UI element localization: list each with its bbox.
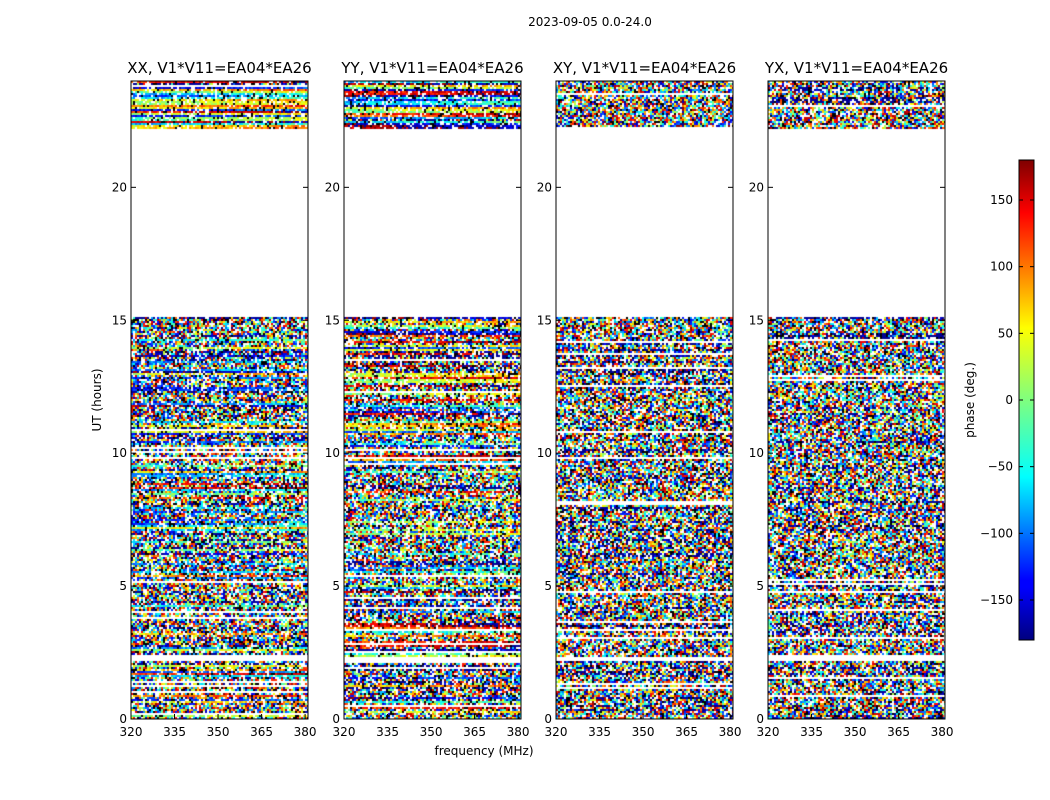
y-tick-label: 15 bbox=[749, 313, 764, 327]
y-tick-label: 20 bbox=[537, 180, 552, 194]
colorbar-tick-label: 100 bbox=[990, 260, 1013, 274]
y-tick-label: 10 bbox=[749, 446, 764, 460]
panel-frame bbox=[767, 80, 946, 720]
x-tick-label: 380 bbox=[931, 725, 954, 739]
panel-2: YY, V1*V11=EA04*EA26 0 5 10 15 20 320 335 350 365… bbox=[325, 59, 530, 739]
y-tick-label: 15 bbox=[112, 313, 127, 327]
colorbar-tick-label: −150 bbox=[980, 593, 1013, 607]
x-tick-label: 335 bbox=[588, 725, 611, 739]
x-tick-label: 380 bbox=[719, 725, 742, 739]
y-tick-label: 0 bbox=[332, 712, 340, 726]
y-tick-label: 20 bbox=[112, 180, 127, 194]
y-tick-label: 0 bbox=[544, 712, 552, 726]
y-tick-label: 5 bbox=[544, 579, 552, 593]
y-tick-label: 0 bbox=[119, 712, 127, 726]
x-tick-label: 335 bbox=[800, 725, 823, 739]
x-tick-label: 335 bbox=[376, 725, 399, 739]
y-tick-label: 15 bbox=[325, 313, 340, 327]
panel-title: YX, V1*V11=EA04*EA26 bbox=[764, 59, 948, 77]
panels-group: XX, V1*V11=EA04*EA26 0 5 10 15 20 320 335 350 365… bbox=[112, 59, 954, 739]
x-tick-label: 380 bbox=[294, 725, 317, 739]
x-tick-label: 320 bbox=[545, 725, 568, 739]
y-tick-label: 10 bbox=[112, 446, 127, 460]
x-tick-label: 350 bbox=[420, 725, 443, 739]
x-tick-label: 365 bbox=[250, 725, 273, 739]
colorbar-tick-label: −50 bbox=[988, 460, 1013, 474]
colorbar-label: phase (deg.) bbox=[963, 362, 977, 438]
panel-frame bbox=[343, 80, 522, 720]
y-tick-label: 5 bbox=[332, 579, 340, 593]
y-tick-label: 15 bbox=[537, 313, 552, 327]
figure-title: 2023-09-05 0.0-24.0 bbox=[528, 15, 652, 29]
panel-title: XY, V1*V11=EA04*EA26 bbox=[553, 59, 736, 77]
y-tick-label: 20 bbox=[325, 180, 340, 194]
phase-waterfall bbox=[344, 81, 521, 719]
panel-4: YX, V1*V11=EA04*EA26 0 5 10 15 20 320 335 350 365… bbox=[749, 59, 954, 739]
phase-waterfall bbox=[768, 81, 945, 719]
phase-waterfall bbox=[131, 81, 308, 719]
x-tick-label: 320 bbox=[120, 725, 143, 739]
x-tick-label: 380 bbox=[507, 725, 530, 739]
x-tick-label: 365 bbox=[675, 725, 698, 739]
x-tick-label: 365 bbox=[463, 725, 486, 739]
y-axis-label: UT (hours) bbox=[90, 368, 104, 431]
y-tick-label: 0 bbox=[756, 712, 764, 726]
x-tick-label: 365 bbox=[887, 725, 910, 739]
colorbar-tick-label: 50 bbox=[998, 326, 1013, 340]
panel-3: XY, V1*V11=EA04*EA26 0 5 10 15 20 320 335 350 365… bbox=[537, 59, 742, 739]
panel-1: XX, V1*V11=EA04*EA26 0 5 10 15 20 320 335 350 365… bbox=[112, 59, 317, 739]
x-tick-label: 335 bbox=[163, 725, 186, 739]
panel-frame bbox=[130, 80, 309, 720]
panel-frame bbox=[555, 80, 734, 720]
y-tick-label: 5 bbox=[756, 579, 764, 593]
x-tick-label: 350 bbox=[844, 725, 867, 739]
x-tick-label: 320 bbox=[757, 725, 780, 739]
phase-waterfall bbox=[556, 81, 733, 719]
x-tick-label: 350 bbox=[207, 725, 230, 739]
x-tick-label: 350 bbox=[632, 725, 655, 739]
y-tick-label: 20 bbox=[749, 180, 764, 194]
y-tick-label: 10 bbox=[537, 446, 552, 460]
panel-title: XX, V1*V11=EA04*EA26 bbox=[127, 59, 311, 77]
colorbar-tick-label: 0 bbox=[1005, 393, 1013, 407]
panel-title: YY, V1*V11=EA04*EA26 bbox=[340, 59, 523, 77]
x-axis-label: frequency (MHz) bbox=[434, 744, 533, 758]
y-tick-label: 10 bbox=[325, 446, 340, 460]
colorbar-tick-label: 150 bbox=[990, 193, 1013, 207]
y-tick-label: 5 bbox=[119, 579, 127, 593]
colorbar: −150 −100 −50 0 50 100 150 bbox=[980, 159, 1035, 641]
x-tick-label: 320 bbox=[333, 725, 356, 739]
colorbar-tick-label: −100 bbox=[980, 526, 1013, 540]
